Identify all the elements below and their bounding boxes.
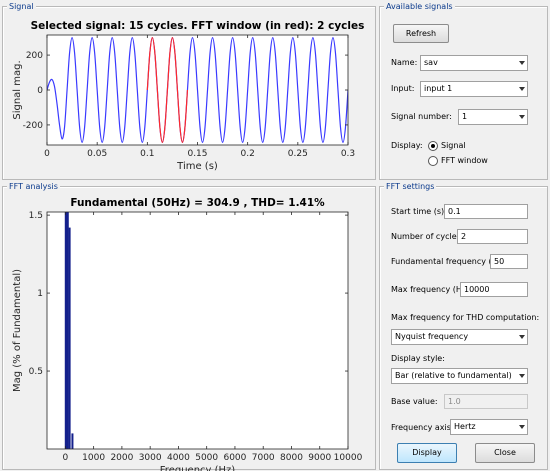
y-tick-label: 1.5 <box>29 211 43 221</box>
dropdown-arrow <box>519 87 525 91</box>
label: Max frequency for THD computation: <box>391 313 540 322</box>
signal-line <box>47 37 348 143</box>
x-tick-label: 0.15 <box>187 149 207 159</box>
label: Max frequency (Hz): <box>391 285 472 294</box>
x-tick-label: 6000 <box>223 453 246 463</box>
x-tick-label: 0.25 <box>288 149 308 159</box>
label: Fundamental frequency (Hz): <box>391 257 508 266</box>
label: Start time (s): <box>391 207 447 216</box>
label: Name: <box>391 58 418 67</box>
name-select[interactable]: sav <box>420 55 528 71</box>
radio-label: FFT window <box>441 156 488 165</box>
available-signals-panel <box>379 6 548 180</box>
chart-title: Fundamental (50Hz) = 304.9 , THD= 1.41% <box>70 197 325 209</box>
y-tick-label: 0 <box>37 86 43 96</box>
dropdown-arrow <box>519 425 525 429</box>
x-tick-label: 4000 <box>167 453 190 463</box>
panel-label: Available signals <box>384 2 455 11</box>
dropdown-arrow <box>519 115 525 119</box>
refresh-button[interactable]: Refresh <box>393 24 449 43</box>
select-value: sav <box>424 58 438 67</box>
thd-select[interactable]: Nyquist frequency <box>391 329 528 345</box>
frequency-axis-select[interactable]: Hertz <box>450 419 528 435</box>
label: Display style: <box>391 354 445 363</box>
signal-panel <box>2 6 376 180</box>
input-select[interactable]: input 1 <box>420 81 528 97</box>
display-style-select[interactable]: Bar (relative to fundamental) <box>391 368 528 384</box>
base-value-input: 1.0 <box>444 394 528 409</box>
bar <box>64 212 69 449</box>
plot-marks <box>47 37 348 143</box>
bar <box>71 433 74 449</box>
panel-label: FFT analysis <box>7 182 60 191</box>
dropdown-arrow <box>519 335 525 339</box>
radio-fft-window[interactable] <box>428 156 438 166</box>
label: Input: <box>391 84 415 93</box>
panel-label: FFT settings <box>384 182 437 191</box>
select-value: 1 <box>462 112 468 121</box>
label: Frequency axis: <box>391 423 454 432</box>
label: Display: <box>391 141 423 150</box>
close-button[interactable]: Close <box>475 443 535 463</box>
x-axis-label: Time (s) <box>176 161 218 172</box>
x-tick-label: 2000 <box>110 453 133 463</box>
x-tick-label: 0 <box>44 149 50 159</box>
axes-box <box>46 211 349 450</box>
x-tick-label: 5000 <box>195 453 218 463</box>
cycles-input[interactable]: 2 <box>457 229 528 244</box>
display-button[interactable]: Display <box>397 443 457 463</box>
x-tick-label: 0.3 <box>341 149 355 159</box>
x-tick-label: 1000 <box>82 453 105 463</box>
select-value: input 1 <box>424 84 453 93</box>
fft-panel <box>2 186 376 470</box>
signal-number-select[interactable]: 1 <box>458 109 528 125</box>
radio-signal[interactable] <box>428 141 438 151</box>
y-tick-label: 200 <box>26 51 43 61</box>
x-tick-label: 3000 <box>139 453 162 463</box>
x-tick-label: 10000 <box>334 453 363 463</box>
y-tick-label: 0.5 <box>29 367 43 377</box>
x-tick-label: 7000 <box>252 453 275 463</box>
max-frequency-input[interactable]: 10000 <box>460 282 528 297</box>
y-tick-label: -200 <box>23 121 44 131</box>
x-tick-label: 0.2 <box>241 149 255 159</box>
fundamental-input[interactable]: 50 <box>490 254 528 269</box>
select-value: Bar (relative to fundamental) <box>395 371 512 380</box>
x-tick-label: 8000 <box>280 453 303 463</box>
label: Number of cycles: <box>391 232 464 241</box>
plot-marks <box>64 212 74 449</box>
x-tick-label: 0 <box>63 453 69 463</box>
x-tick-label: 0.1 <box>140 149 154 159</box>
chart-title: Selected signal: 15 cycles. FFT window (… <box>31 20 365 32</box>
select-value: Nyquist frequency <box>395 332 469 341</box>
x-axis-label: Frequency (Hz) <box>160 465 236 471</box>
y-axis-label: Signal mag. <box>12 60 23 119</box>
start-time-input[interactable]: 0.1 <box>444 204 528 219</box>
select-value: Hertz <box>454 422 476 431</box>
panel-label: Signal <box>7 2 36 11</box>
dropdown-arrow <box>519 374 525 378</box>
signal-line <box>146 37 189 143</box>
x-tick-label: 0.05 <box>87 149 107 159</box>
plot-area <box>47 212 348 449</box>
radio-label: Signal <box>441 141 466 150</box>
x-tick-label: 9000 <box>308 453 331 463</box>
fft-settings-panel <box>379 186 548 470</box>
dropdown-arrow <box>519 61 525 65</box>
y-tick-label: 1 <box>37 289 43 299</box>
label: Base value: <box>391 397 438 406</box>
bar <box>68 227 71 449</box>
y-axis-label: Mag (% of Fundamental) <box>12 269 23 392</box>
label: Signal number: <box>391 112 452 121</box>
